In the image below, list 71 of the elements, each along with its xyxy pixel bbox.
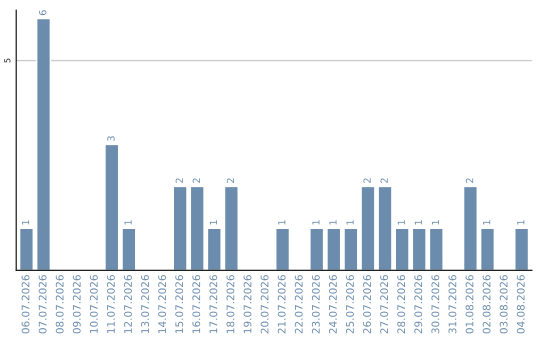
- data-label: 1: [398, 220, 405, 225]
- x-tick-label: 14.07.2026: [158, 275, 166, 333]
- x-tick-label: 30.07.2026: [431, 275, 440, 334]
- x-tick-label: 06.07.2026: [22, 275, 30, 334]
- x-tick-label: 29.07.2026: [414, 275, 422, 334]
- x-tick-label: 25.07.2026: [346, 275, 354, 334]
- bar: [394, 228, 410, 270]
- data-label: 1: [124, 220, 132, 225]
- x-tick-label: 01.08.2026: [466, 275, 474, 334]
- data-label: 1: [329, 220, 336, 225]
- bar: [343, 228, 358, 270]
- bar: [190, 186, 205, 270]
- data-label: 1: [312, 220, 320, 225]
- x-tick-label: 28.07.2026: [397, 275, 406, 334]
- x-tick-label: 22.07.2026: [294, 275, 303, 334]
- x-tick-label: 16.07.2026: [192, 275, 200, 333]
- data-label: 1: [22, 220, 30, 225]
- bar: [18, 228, 34, 270]
- bar: [462, 186, 478, 270]
- y-tick-label: 5: [4, 58, 10, 63]
- data-label: 1: [346, 220, 354, 225]
- x-tick-label: 31.07.2026: [448, 275, 456, 334]
- data-label: 1: [483, 220, 490, 225]
- data-label: 1: [517, 220, 524, 225]
- bar: [412, 228, 427, 270]
- x-tick-label: 20.07.2026: [260, 275, 269, 334]
- data-label: 6: [38, 10, 46, 16]
- bar: [428, 228, 444, 270]
- data-label: 2: [192, 178, 200, 183]
- x-tick-label: 24.07.2026: [328, 275, 337, 334]
- bar: [480, 228, 496, 270]
- x-tick-label: 21.07.2026: [278, 275, 286, 334]
- x-tick-label: 04.08.2026: [516, 275, 525, 334]
- data-label: 3: [107, 136, 115, 141]
- x-tick-label: 10.07.2026: [90, 275, 98, 333]
- x-tick-label: 15.07.2026: [175, 275, 184, 333]
- x-tick-label: 02.08.2026: [482, 275, 491, 334]
- bar: [275, 228, 290, 270]
- data-label: 1: [432, 220, 439, 225]
- x-tick-label: 07.07.2026: [38, 275, 47, 334]
- bar: [360, 186, 376, 270]
- x-tick-label: 13.07.2026: [141, 275, 149, 333]
- bar: [206, 228, 222, 270]
- x-tick-label: 03.08.2026: [500, 275, 508, 334]
- x-tick-label: 26.07.2026: [363, 275, 371, 334]
- bar: [514, 228, 530, 270]
- data-label: 1: [414, 220, 422, 225]
- x-tick-label: 19.07.2026: [244, 275, 252, 333]
- bar: [36, 18, 52, 270]
- data-label: 2: [466, 178, 474, 183]
- x-tick-label: 18.07.2026: [226, 275, 234, 333]
- x-tick-label: 17.07.2026: [209, 275, 218, 333]
- bar: [172, 186, 188, 270]
- x-tick-label: 23.07.2026: [312, 275, 320, 334]
- x-tick-label: 08.07.2026: [56, 275, 64, 334]
- data-label: 2: [176, 178, 183, 183]
- bar: [326, 228, 342, 270]
- x-tick-label: 27.07.2026: [380, 275, 388, 334]
- data-label: 2: [380, 178, 388, 183]
- data-label: 1: [278, 220, 286, 225]
- x-tick-label: 11.07.2026: [106, 275, 115, 333]
- bar: [224, 186, 239, 270]
- data-label: 1: [210, 220, 217, 225]
- bar: [378, 186, 393, 270]
- bar: [104, 144, 120, 270]
- data-label: 2: [226, 178, 234, 183]
- x-tick-label: 09.07.2026: [72, 275, 81, 334]
- data-label: 2: [363, 178, 371, 183]
- bar: [309, 228, 324, 270]
- x-tick-label: 12.07.2026: [124, 275, 132, 333]
- bar: [121, 228, 136, 270]
